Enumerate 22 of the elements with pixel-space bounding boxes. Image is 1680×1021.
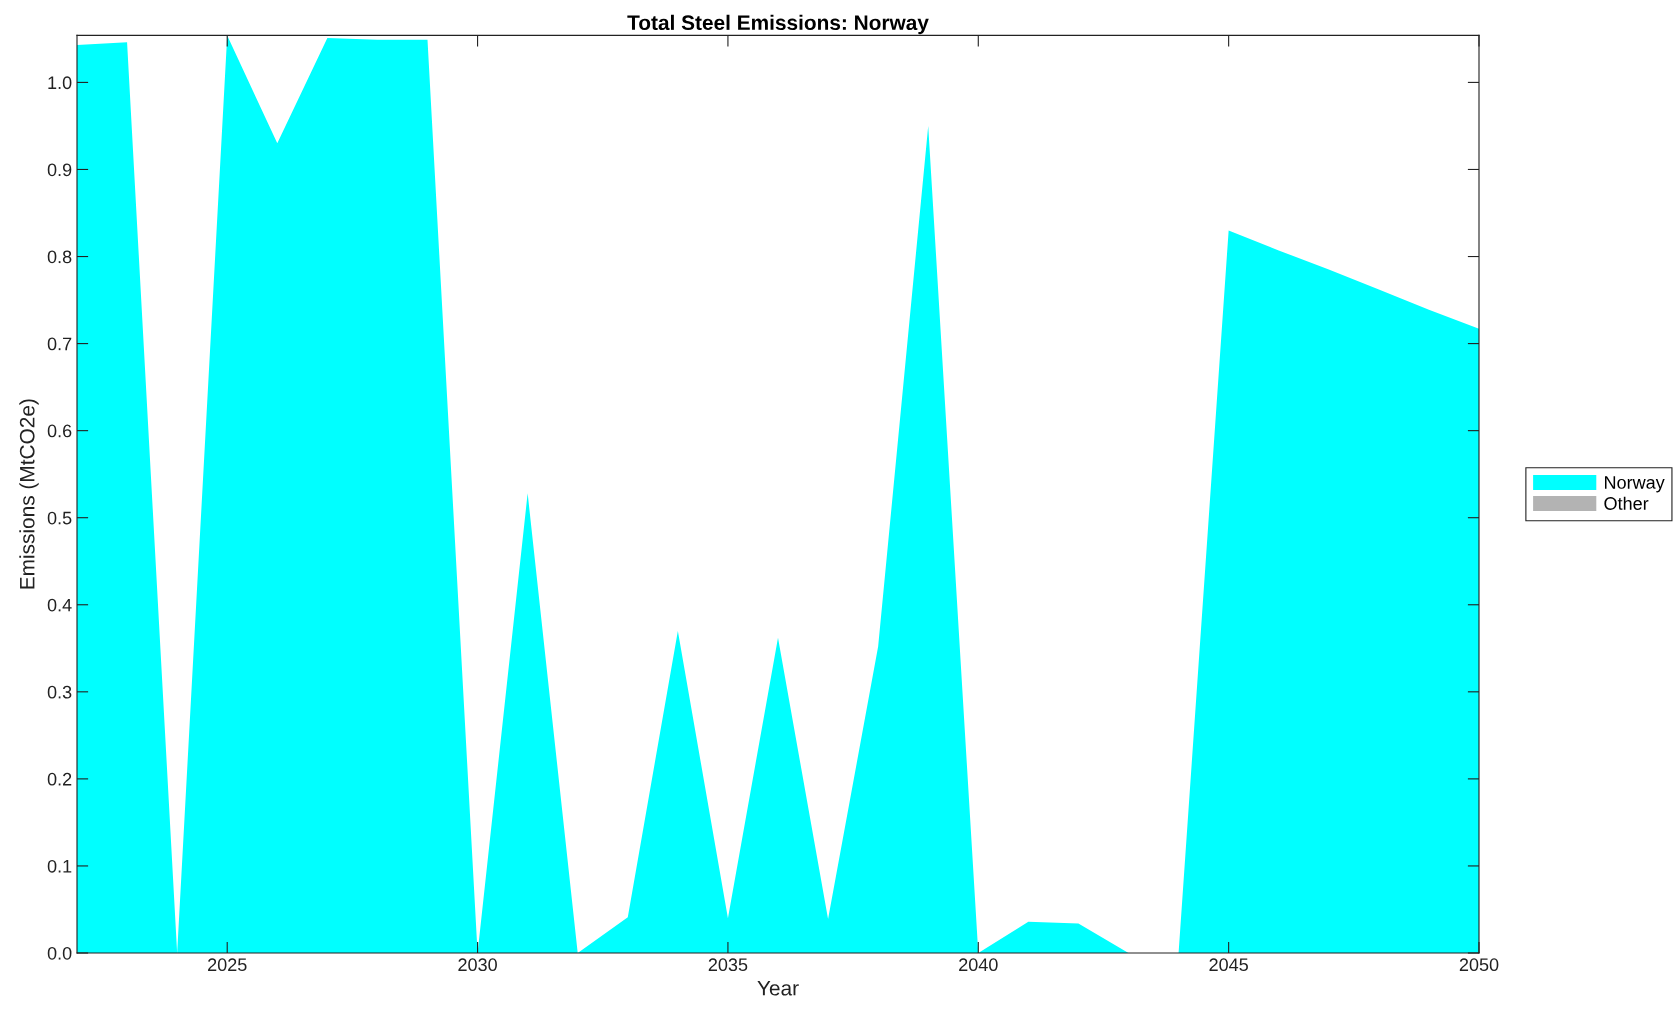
y-tick-label: 0.6 <box>47 424 72 438</box>
x-axis-title: Year <box>757 981 799 996</box>
y-tick-label: 0.5 <box>47 511 72 525</box>
x-tick-label: 2050 <box>1459 958 1499 972</box>
y-tick-label: 0.9 <box>47 163 72 177</box>
x-tick-label: 2030 <box>458 958 497 972</box>
y-tick-label: 1.0 <box>48 76 72 90</box>
y-tick-label: 0.1 <box>47 859 72 873</box>
x-tick-label: 2035 <box>708 958 748 972</box>
legend-label: Norway <box>1605 476 1665 493</box>
y-tick-label: 0.7 <box>47 337 72 351</box>
y-tick-label: 0.3 <box>47 685 72 699</box>
x-tick-label: 2025 <box>208 958 247 972</box>
y-tick-label: 0.2 <box>47 772 72 786</box>
x-tick-label: 2040 <box>959 958 998 972</box>
y-tick-label: 0.0 <box>47 946 72 960</box>
x-tick-label: 2045 <box>1209 958 1248 972</box>
legend-label: Other <box>1604 496 1649 510</box>
y-axis-title: Emissions (MtCO2e) <box>19 399 39 589</box>
y-tick-label: 0.8 <box>47 250 72 264</box>
y-tick-label: 0.4 <box>47 598 72 612</box>
chart-title: Total Steel Emissions: Norway <box>627 14 929 35</box>
